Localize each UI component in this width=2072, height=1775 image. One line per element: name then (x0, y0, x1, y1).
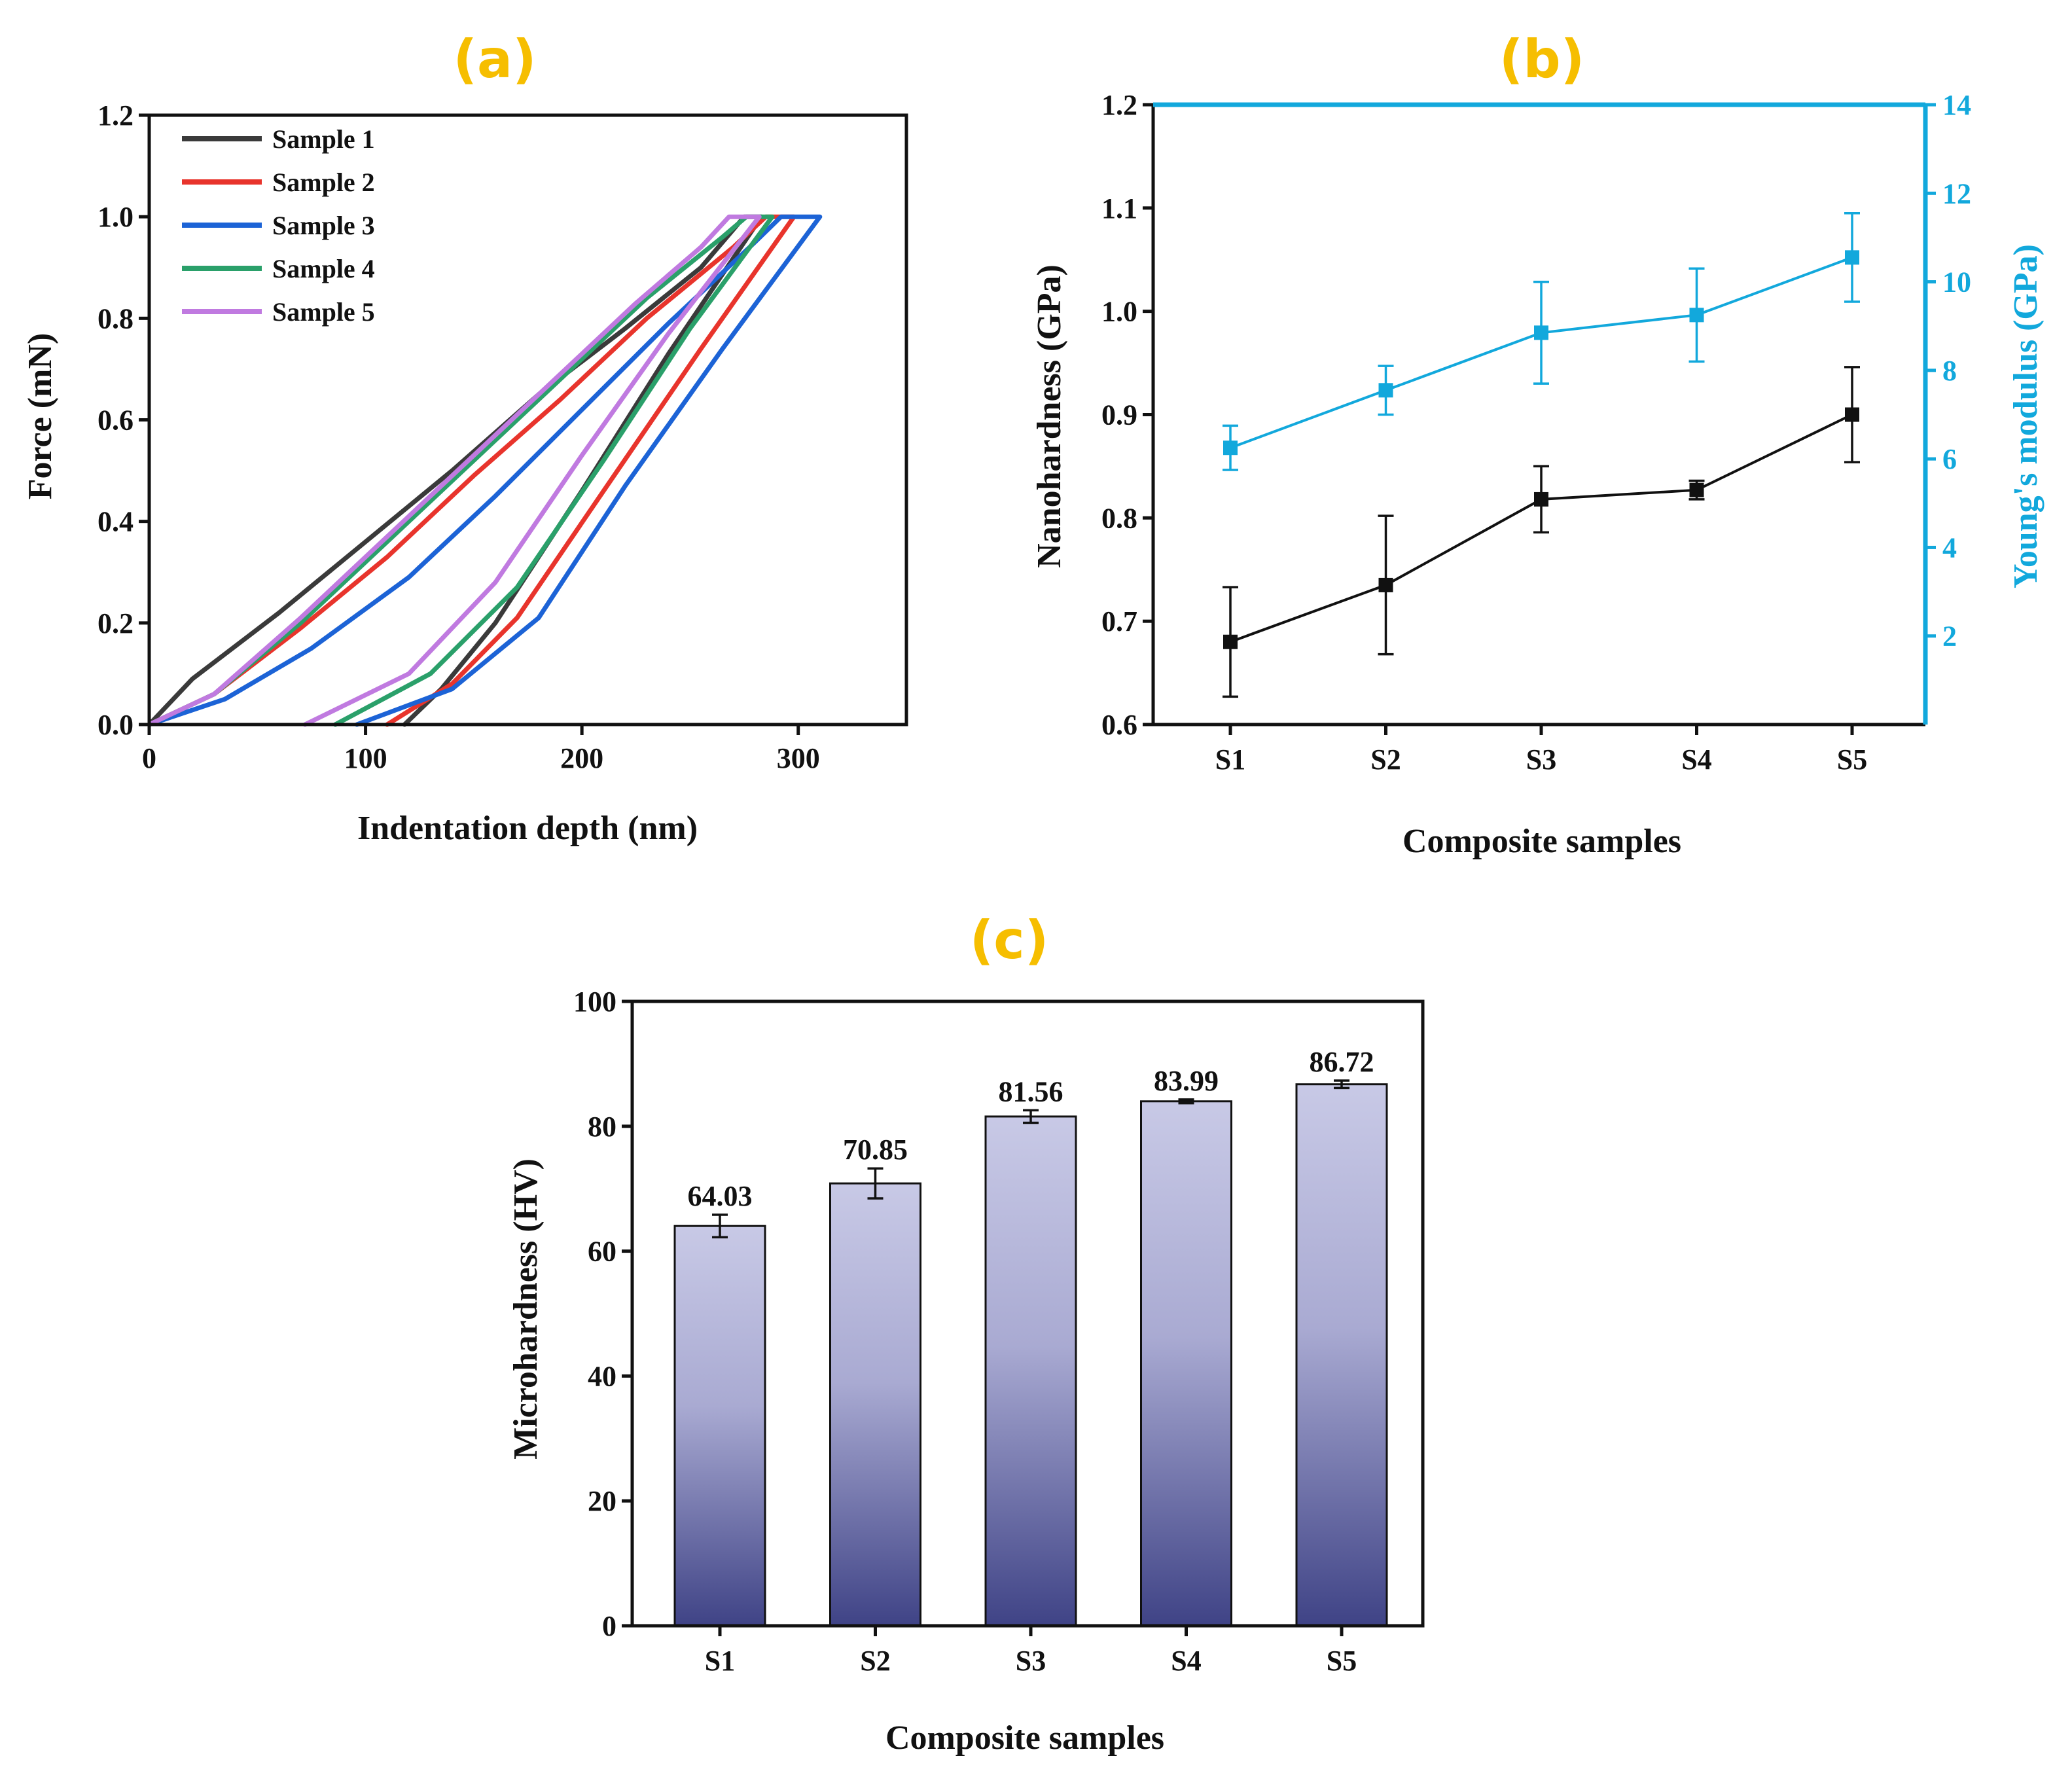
panel-c-x-tick-label: S2 (860, 1645, 890, 1677)
panel-c-x-tick-label: S5 (1327, 1645, 1357, 1677)
panel-b-x-tick-label: S3 (1526, 744, 1556, 776)
panel-b-data-point (1378, 577, 1393, 592)
panel-c-value-label: 70.85 (843, 1134, 908, 1166)
panel-b-data-point (1223, 440, 1238, 456)
panel-b-y-tick-label: 0.7 (1101, 605, 1137, 637)
panel-a-series-line-5 (147, 214, 762, 727)
panel-c-y-axis-title: Microhardness (HV) (507, 1158, 545, 1460)
panel-a-y-tick-label: 1.0 (98, 201, 134, 233)
panel-a-x-tick-label: 300 (777, 742, 820, 774)
panel-a-legend: Sample 1 Sample 2 Sample 3 Sample 4 Sample 5 (182, 124, 375, 327)
panel-a-x-axis-title: Indentation depth (nm) (357, 810, 698, 847)
panel-b-data-point (1845, 250, 1859, 265)
panel-b-data-point (1378, 383, 1393, 398)
panel-b-x-tick-label: S2 (1370, 744, 1401, 776)
panel-a-label: (a) (453, 29, 536, 90)
panel-c-axes: S1 S2 S3 S4 S5 0 20 40 60 80 100 (573, 986, 1425, 1677)
panel-c-microhardness-chart: (c) 64.03 70.85 81.56 83.99 86.72 S1 S2 S3 S4 S5… (507, 910, 1425, 1757)
panel-c-plot-area: 64.03 70.85 81.56 83.99 86.72 (673, 1046, 1388, 1627)
panel-b-data-point (1845, 407, 1859, 422)
panel-a-legend-label-3: Sample 3 (272, 211, 375, 240)
panel-a-x-tick-label: 100 (344, 742, 387, 774)
panel-b-right-tick-label: 10 (1942, 266, 1971, 298)
panel-c-y-tick-label: 80 (588, 1111, 616, 1143)
panel-c-axes-frame (630, 999, 1425, 1628)
panel-b-y-tick-label: 0.6 (1101, 709, 1137, 741)
panel-c-x-tick-label: S1 (705, 1645, 735, 1677)
panel-b-x-tick-label: S4 (1681, 744, 1711, 776)
panel-b-right-tick-label: 14 (1942, 89, 1971, 121)
panel-a-legend-label-1: Sample 1 (272, 124, 375, 154)
panel-a-legend-label-4: Sample 4 (272, 254, 375, 283)
panel-c-y-tick-label: 40 (588, 1360, 616, 1392)
panel-b-data-point (1534, 325, 1548, 340)
panel-c-y-tick-label: 0 (602, 1610, 616, 1642)
panel-b-right-y-axis-title: Young's modulus (GPa) (2007, 244, 2045, 588)
panel-c-bar-s1 (673, 1225, 766, 1627)
panel-a-y-tick-label: 0.0 (98, 709, 134, 741)
panel-b-y-tick-label: 0.9 (1101, 399, 1137, 431)
panel-b-right-tick-label: 6 (1942, 443, 1957, 475)
panel-a-legend-label-2: Sample 2 (272, 168, 375, 197)
panel-c-bar-s4 (1140, 1100, 1232, 1627)
panel-b-right-tick-label: 8 (1942, 355, 1957, 387)
panel-a-y-axis-title: Force (mN) (22, 333, 59, 500)
panel-b-axes: S1 S2 S3 S4 S5 0.6 0.7 0.8 0.9 1.0 1.1 1.2 2 4 6 8 10 12 1… (1101, 89, 1971, 776)
panel-b-label: (b) (1499, 29, 1584, 90)
panel-c-x-tick-label: S4 (1171, 1645, 1201, 1677)
panel-c-y-tick-label: 20 (588, 1485, 616, 1517)
panel-b-right-tick-label: 12 (1942, 177, 1971, 209)
panel-c-value-label: 86.72 (1310, 1046, 1374, 1078)
panel-b-data-point (1223, 634, 1238, 649)
panel-b-x-axis-title: Composite samples (1402, 823, 1681, 860)
panel-b-y-axis-title: Nanohardness (GPa) (1031, 264, 1068, 568)
panel-c-label: (c) (970, 910, 1049, 971)
panel-b-x-tick-label: S1 (1215, 744, 1245, 776)
panel-c-x-tick-label: S3 (1016, 1645, 1046, 1677)
panel-b-hardness-modulus-chart: (b) S1 S2 S3 S4 S5 0.6 0.7 0.8 0.9 1.0 1.1 1.2 2 4 6 8 1… (1031, 29, 2045, 860)
panel-a-legend-label-5: Sample 5 (272, 297, 375, 327)
panel-b-data-point (1534, 492, 1548, 507)
panel-a-y-tick-label: 0.8 (98, 302, 134, 334)
panel-b-y-tick-label: 1.2 (1101, 89, 1137, 121)
panel-c-bar-s5 (1295, 1083, 1388, 1627)
panel-a-y-tick-label: 1.2 (98, 99, 134, 132)
panel-a-plot-area (147, 214, 823, 727)
panel-a-x-tick-label: 200 (560, 742, 603, 774)
panel-a-axes: 0 100 200 300 0.0 0.2 0.4 0.6 0.8 1.0 1.2 (98, 99, 908, 774)
panel-c-value-label: 64.03 (688, 1180, 753, 1212)
panel-c-y-tick-label: 100 (573, 986, 616, 1018)
panel-c-bar-s3 (984, 1115, 1077, 1627)
panel-c-value-label: 81.56 (999, 1075, 1063, 1107)
panel-b-plot-area (1223, 211, 1860, 698)
panel-a-y-tick-label: 0.6 (98, 404, 134, 437)
panel-a-force-depth-chart: (a) 0 100 200 300 0.0 0.2 0.4 0.6 0.8 1.0 1.2 Inde… (22, 29, 908, 847)
panel-a-axes-frame (147, 113, 908, 726)
panel-c-value-label: 83.99 (1154, 1065, 1219, 1097)
panel-c-bar-s2 (829, 1182, 921, 1627)
panel-c-y-tick-label: 60 (588, 1236, 616, 1268)
panel-b-data-point (1689, 308, 1704, 323)
panel-b-y-tick-label: 0.8 (1101, 502, 1137, 534)
panel-c-x-axis-title: Composite samples (885, 1719, 1164, 1757)
panel-a-x-tick-label: 0 (142, 742, 156, 774)
panel-b-y-tick-label: 1.0 (1101, 296, 1137, 328)
panel-b-data-point (1689, 482, 1704, 497)
panel-a-y-tick-label: 0.2 (98, 607, 134, 639)
panel-b-right-tick-label: 4 (1942, 531, 1957, 564)
panel-a-series-line-4 (147, 214, 775, 727)
panel-b-x-tick-label: S5 (1837, 744, 1867, 776)
panel-b-y-tick-label: 1.1 (1101, 192, 1137, 224)
panel-a-y-tick-label: 0.4 (98, 506, 134, 538)
panel-b-right-tick-label: 2 (1942, 620, 1957, 653)
